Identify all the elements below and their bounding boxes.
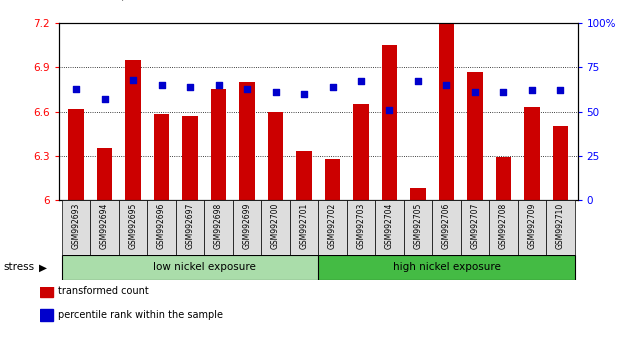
Text: GSM992699: GSM992699 — [243, 203, 252, 249]
Text: GSM992710: GSM992710 — [556, 203, 565, 249]
Text: GSM992702: GSM992702 — [328, 203, 337, 249]
Bar — [347, 200, 375, 255]
Bar — [489, 200, 518, 255]
Bar — [467, 72, 483, 200]
Text: high nickel exposure: high nickel exposure — [392, 262, 501, 272]
Text: GSM992696: GSM992696 — [157, 203, 166, 249]
Bar — [404, 200, 432, 255]
Point — [356, 79, 366, 84]
Text: percentile rank within the sample: percentile rank within the sample — [58, 310, 223, 320]
Bar — [97, 148, 112, 200]
Bar — [461, 200, 489, 255]
Bar — [546, 200, 574, 255]
Bar — [382, 45, 397, 200]
Point — [555, 87, 565, 93]
Bar — [40, 285, 53, 297]
Text: GSM992705: GSM992705 — [414, 203, 422, 249]
Bar — [290, 200, 318, 255]
Bar — [40, 309, 53, 321]
Point — [242, 86, 252, 91]
Bar — [268, 112, 283, 200]
Bar — [496, 157, 511, 200]
Text: GSM992695: GSM992695 — [129, 203, 138, 249]
Point — [413, 79, 423, 84]
Text: GSM992697: GSM992697 — [186, 203, 194, 249]
Text: GSM992708: GSM992708 — [499, 203, 508, 249]
Bar — [410, 188, 426, 200]
Text: GSM992703: GSM992703 — [356, 203, 366, 249]
Text: GSM992706: GSM992706 — [442, 203, 451, 249]
Point — [299, 91, 309, 97]
Bar — [438, 23, 455, 200]
Bar — [119, 200, 147, 255]
Text: GSM992693: GSM992693 — [71, 203, 81, 249]
Point — [185, 84, 195, 90]
Text: GSM992694: GSM992694 — [100, 203, 109, 249]
Bar — [261, 200, 290, 255]
Text: low nickel exposure: low nickel exposure — [153, 262, 256, 272]
Bar — [233, 200, 261, 255]
Bar — [68, 109, 84, 200]
Text: GDS4974 / 7919038: GDS4974 / 7919038 — [59, 0, 186, 2]
Point — [470, 89, 480, 95]
Bar — [176, 200, 204, 255]
Bar — [204, 200, 233, 255]
Bar — [318, 255, 574, 280]
Point — [384, 107, 394, 113]
Bar — [296, 152, 312, 200]
Point — [442, 82, 451, 88]
Bar — [524, 107, 540, 200]
Text: GSM992707: GSM992707 — [471, 203, 479, 249]
Point — [327, 84, 337, 90]
Point — [527, 87, 537, 93]
Point — [499, 89, 509, 95]
Bar — [62, 255, 347, 280]
Text: stress: stress — [3, 262, 34, 272]
Bar — [432, 200, 461, 255]
Bar — [154, 114, 170, 200]
Text: GSM992709: GSM992709 — [527, 203, 537, 249]
Bar — [90, 200, 119, 255]
Bar — [182, 116, 198, 200]
Bar — [553, 126, 568, 200]
Text: GSM992701: GSM992701 — [299, 203, 309, 249]
Text: transformed count: transformed count — [58, 286, 148, 296]
Point — [271, 89, 281, 95]
Point — [99, 96, 109, 102]
Text: GSM992698: GSM992698 — [214, 203, 223, 249]
Bar — [318, 200, 347, 255]
Point — [214, 82, 224, 88]
Point — [128, 77, 138, 82]
Point — [71, 86, 81, 91]
Bar — [518, 200, 546, 255]
Bar — [147, 200, 176, 255]
Text: GSM992700: GSM992700 — [271, 203, 280, 249]
Bar — [211, 89, 227, 200]
Text: GSM992704: GSM992704 — [385, 203, 394, 249]
Bar — [353, 104, 369, 200]
Text: ▶: ▶ — [39, 262, 47, 272]
Bar — [125, 60, 141, 200]
Point — [156, 82, 166, 88]
Bar — [375, 200, 404, 255]
Bar — [62, 200, 90, 255]
Bar — [325, 159, 340, 200]
Bar — [239, 82, 255, 200]
